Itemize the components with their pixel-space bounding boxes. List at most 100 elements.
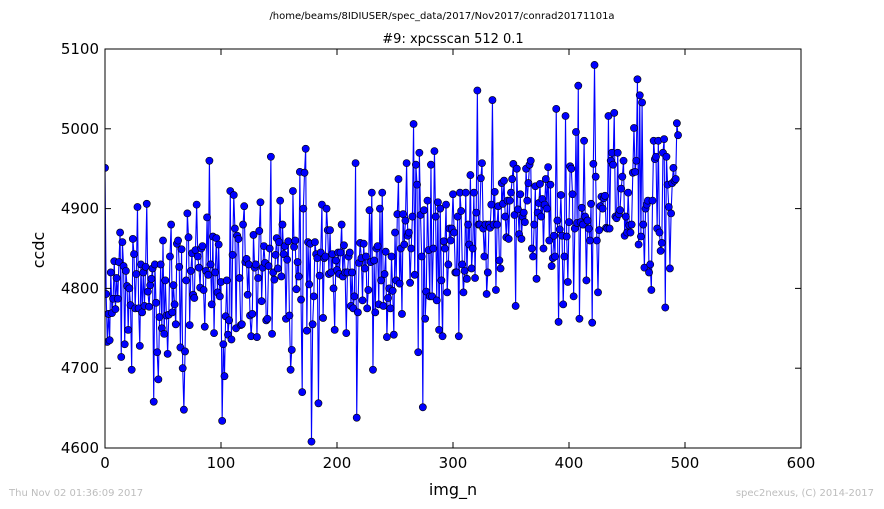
data-point — [384, 294, 392, 302]
data-point — [550, 231, 558, 240]
data-point — [591, 172, 600, 181]
data-point — [117, 353, 126, 361]
data-point — [161, 276, 170, 285]
data-point — [308, 320, 317, 329]
data-point — [264, 262, 273, 270]
data-point — [363, 304, 372, 313]
footer-credit: spec2nexus, (C) 2014-2017 — [735, 488, 874, 499]
data-point — [552, 104, 561, 113]
axes-frame — [104, 48, 802, 449]
data-point — [630, 124, 638, 132]
data-point — [582, 276, 591, 285]
data-point — [184, 233, 193, 242]
y-tick-label: 5100 — [61, 40, 99, 58]
data-point — [159, 236, 167, 245]
data-point — [112, 274, 121, 282]
data-point — [560, 252, 569, 261]
data-point — [130, 250, 138, 258]
data-point — [595, 226, 604, 235]
data-point — [639, 220, 648, 229]
data-point — [660, 135, 669, 144]
data-point — [633, 75, 642, 84]
data-point — [657, 239, 666, 247]
data-point — [482, 290, 491, 298]
data-point — [132, 270, 141, 278]
data-point — [618, 172, 627, 181]
data-point — [671, 175, 680, 183]
data-point — [551, 252, 559, 261]
data-point — [568, 190, 577, 199]
data-point — [370, 256, 379, 265]
data-point — [464, 220, 472, 229]
chart-suptitle: /home/beams/8IDIUSER/spec_data/2017/Nov2… — [269, 11, 614, 22]
data-point — [297, 295, 305, 304]
data-point — [113, 294, 122, 303]
data-point — [167, 220, 176, 229]
data-point — [572, 128, 580, 136]
data-point — [382, 333, 391, 341]
data-point — [284, 237, 293, 246]
data-point — [460, 266, 469, 275]
data-point — [638, 98, 646, 107]
data-point — [105, 290, 111, 298]
data-point — [539, 244, 548, 253]
data-point — [330, 325, 339, 334]
data-point — [395, 279, 404, 288]
data-point — [493, 220, 501, 229]
data-point — [351, 159, 360, 168]
data-point — [647, 286, 656, 294]
data-point — [661, 303, 670, 312]
data-point — [276, 196, 285, 205]
data-point — [449, 190, 457, 199]
data-point — [387, 252, 396, 261]
data-point — [394, 175, 403, 183]
data-point — [377, 276, 385, 285]
data-point — [418, 403, 427, 412]
chart-title: #9: xpcsscan 512 0.1 — [382, 32, 523, 47]
data-point — [516, 190, 525, 199]
data-point — [601, 191, 609, 200]
data-point — [379, 302, 388, 310]
data-point — [442, 200, 450, 209]
data-point — [342, 329, 351, 337]
data-point — [519, 208, 528, 217]
data-point — [266, 152, 275, 161]
data-point — [270, 275, 279, 284]
data-point — [523, 196, 532, 205]
data-point — [311, 238, 319, 247]
data-point — [408, 212, 417, 221]
data-point — [376, 204, 384, 213]
data-point — [315, 271, 324, 280]
footer-timestamp: Thu Nov 02 01:36:09 2017 — [9, 488, 144, 499]
data-point — [285, 311, 294, 320]
data-point — [207, 300, 216, 309]
data-point — [142, 199, 151, 208]
data-point — [293, 258, 302, 266]
data-point — [234, 235, 243, 243]
x-tick-label: 600 — [787, 454, 816, 472]
data-point — [510, 211, 519, 219]
data-point — [468, 244, 477, 253]
data-point — [508, 175, 517, 183]
data-point — [168, 308, 177, 317]
data-point — [635, 91, 644, 100]
data-point — [536, 179, 544, 188]
data-point — [199, 286, 208, 294]
data-point — [169, 281, 178, 290]
data-point — [378, 188, 387, 197]
data-point — [556, 191, 565, 199]
data-point — [476, 174, 485, 183]
x-tick-label: 400 — [555, 454, 584, 472]
data-point — [435, 325, 443, 334]
data-point — [265, 244, 274, 253]
data-point — [358, 296, 367, 305]
data-point — [135, 341, 144, 350]
data-point — [283, 255, 292, 264]
data-point — [391, 228, 399, 237]
data-point — [415, 148, 424, 157]
data-point — [598, 204, 607, 213]
x-tick-label: 300 — [439, 454, 468, 472]
data-point — [662, 152, 671, 161]
data-point — [430, 147, 439, 156]
